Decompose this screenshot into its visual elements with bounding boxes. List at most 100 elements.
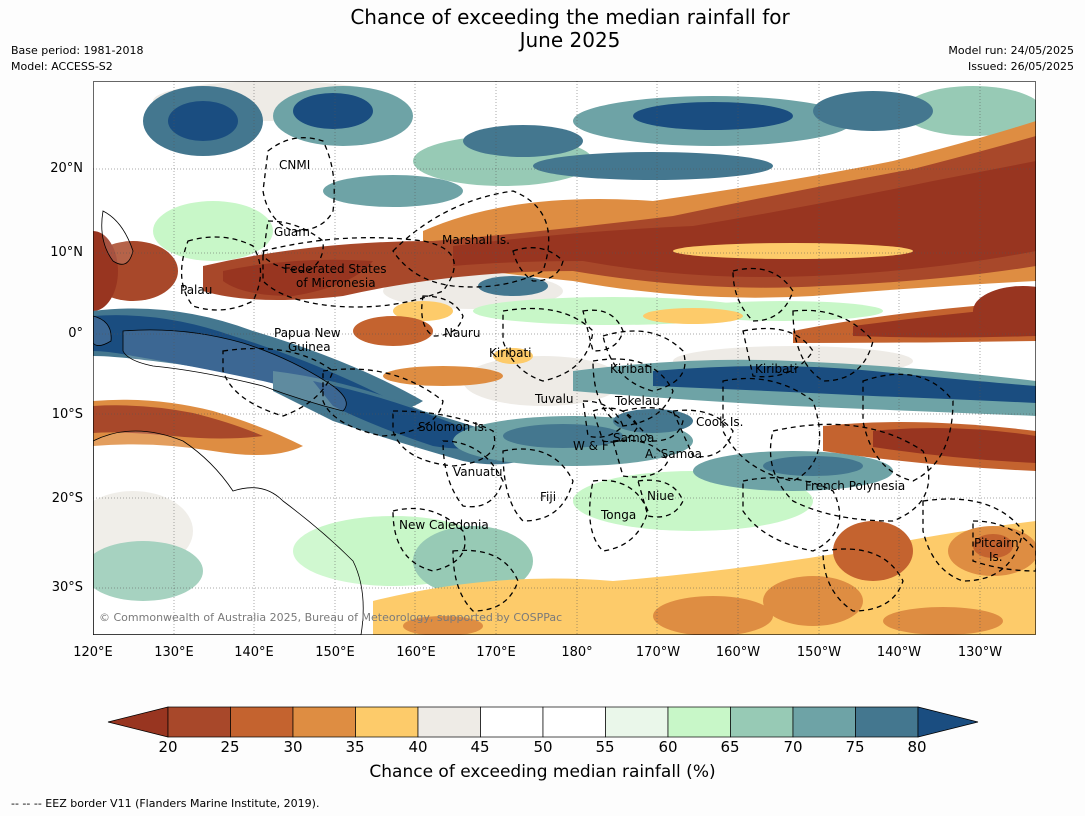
colorbar-tick-60: 60	[658, 738, 678, 756]
label-kiribati-east: Kiribati	[755, 362, 797, 376]
colorbar-title: Chance of exceeding median rainfall (%)	[369, 762, 716, 782]
colorbar-tick-50: 50	[533, 738, 553, 756]
colorbar-tick-20: 20	[158, 738, 178, 756]
colorbar-tick-25: 25	[220, 738, 240, 756]
meta-right: Model run: 24/05/2025 Issued: 26/05/2025	[948, 43, 1074, 75]
label-solomon-islands: Solomon Is.	[418, 420, 488, 434]
colorbar-box	[730, 706, 794, 738]
philippines-coast	[101, 210, 134, 265]
colorbar-tick-45: 45	[470, 738, 490, 756]
label-nauru: Nauru	[444, 326, 480, 340]
new-guinea-coast	[122, 329, 347, 412]
lon-label-120e: 120°E	[73, 645, 113, 660]
label-guam: Guam	[274, 225, 310, 239]
label-kiribati-central: Kiribati	[610, 362, 652, 376]
label-american-samoa: A. Samoa	[645, 447, 702, 461]
lon-label-160e: 160°E	[396, 645, 436, 660]
lon-label-130e: 130°E	[154, 645, 194, 660]
colorbar-tick-30: 30	[283, 738, 303, 756]
colorbar-tick-35: 35	[345, 738, 365, 756]
label-fiji: Fiji	[540, 490, 556, 504]
borneo-coast	[93, 315, 112, 346]
label-cnmi: CNMI	[279, 158, 310, 172]
lon-label-170e: 170°E	[476, 645, 516, 660]
colorbar-box	[480, 706, 544, 738]
equatorial-dry-patches	[353, 286, 1036, 386]
label-french-polynesia: French Polynesia	[805, 479, 905, 493]
colorbar-box	[605, 706, 669, 738]
copyright-notice: © Commonwealth of Australia 2025, Bureau…	[99, 611, 562, 624]
label-fsm-line2: of Micronesia	[296, 276, 376, 290]
lon-label-150w: 150°W	[796, 645, 842, 660]
meta-left: Base period: 1981-2018 Model: ACCESS-S2	[11, 43, 143, 75]
colorbar-box	[292, 706, 356, 738]
label-png-line2: Guinea	[288, 340, 331, 354]
map-title: Chance of exceeding the median rainfall …	[0, 6, 1085, 52]
label-tokelau: Tokelau	[614, 394, 660, 408]
colorbar-tick-65: 65	[720, 738, 740, 756]
label-marshall-islands: Marshall Is.	[442, 233, 510, 247]
colorbar-legend	[107, 706, 979, 738]
colorbar-box	[355, 706, 419, 738]
model-run: Model run: 24/05/2025	[948, 44, 1074, 57]
colorbar-box	[230, 706, 294, 738]
light-field-layer	[93, 81, 1036, 601]
label-tuvalu: Tuvalu	[534, 392, 574, 406]
north-wet-patches	[143, 86, 933, 207]
rainfall-map: CNMI Guam Marshall Is. Federated States …	[93, 81, 1036, 635]
colorbar-box	[417, 706, 481, 738]
label-vanuatu: Vanuatu	[453, 465, 503, 479]
land-masses	[93, 210, 364, 635]
southwest-dry-patches	[93, 399, 1036, 471]
colorbar-box	[792, 706, 856, 738]
label-png-line1: Papua New	[274, 326, 341, 340]
label-tonga: Tonga	[600, 508, 636, 522]
base-period: Base period: 1981-2018	[11, 44, 144, 57]
label-pitcairn-line2: Is.	[989, 550, 1003, 564]
lat-label-30s: 30°S	[51, 580, 83, 595]
colorbar-tick-70: 70	[783, 738, 803, 756]
australia-coast	[93, 430, 364, 635]
label-palau: Palau	[180, 283, 212, 297]
colorbar-high-arrow	[917, 706, 979, 738]
label-cook-islands: Cook Is.	[696, 415, 743, 429]
label-niue: Niue	[647, 489, 674, 503]
label-pitcairn-line1: Pitcairn	[974, 536, 1019, 550]
colorbar-tick-55: 55	[595, 738, 615, 756]
issued-date: Issued: 26/05/2025	[967, 60, 1074, 73]
region-labels: CNMI Guam Marshall Is. Federated States …	[180, 158, 1019, 564]
equatorial-wet-band	[93, 276, 1036, 491]
map-frame	[93, 81, 1036, 635]
lat-label-10n: 10°N	[50, 245, 83, 260]
title-line-2: June 2025	[519, 28, 621, 52]
southern-dry-patches	[373, 521, 1036, 635]
label-wallis-futuna: W & F	[573, 439, 609, 453]
label-samoa: Samoa	[613, 431, 654, 445]
colorbar-box	[667, 706, 731, 738]
label-fsm-line1: Federated States	[284, 262, 386, 276]
lon-label-170w: 170°W	[635, 645, 681, 660]
lon-label-150e: 150°E	[315, 645, 355, 660]
label-kiribati-west: Kiribati	[489, 346, 531, 360]
lat-label-0: 0°	[68, 326, 83, 341]
label-new-caledonia: New Caledonia	[399, 518, 489, 532]
lon-label-140w: 140°W	[876, 645, 922, 660]
lon-label-180: 180°	[561, 645, 593, 660]
graticule	[93, 81, 1036, 635]
eez-borders	[180, 137, 1036, 612]
lon-label-160w: 160°W	[715, 645, 761, 660]
colorbar-box	[167, 706, 231, 738]
lon-label-140e: 140°E	[234, 645, 274, 660]
colorbar-tick-40: 40	[408, 738, 428, 756]
colorbar-tick-75: 75	[845, 738, 865, 756]
colorbar-low-arrow	[107, 706, 169, 738]
colorbar-box	[855, 706, 919, 738]
model-name: Model: ACCESS-S2	[11, 60, 113, 73]
lat-label-20s: 20°S	[51, 491, 83, 506]
lat-label-10s: 10°S	[51, 407, 83, 422]
lon-label-130w: 130°W	[957, 645, 1003, 660]
colorbar-boxes	[107, 706, 979, 738]
title-line-1: Chance of exceeding the median rainfall …	[350, 5, 790, 29]
eez-footnote: -- -- -- EEZ border V11 (Flanders Marine…	[11, 797, 320, 810]
colorbar-box	[542, 706, 606, 738]
